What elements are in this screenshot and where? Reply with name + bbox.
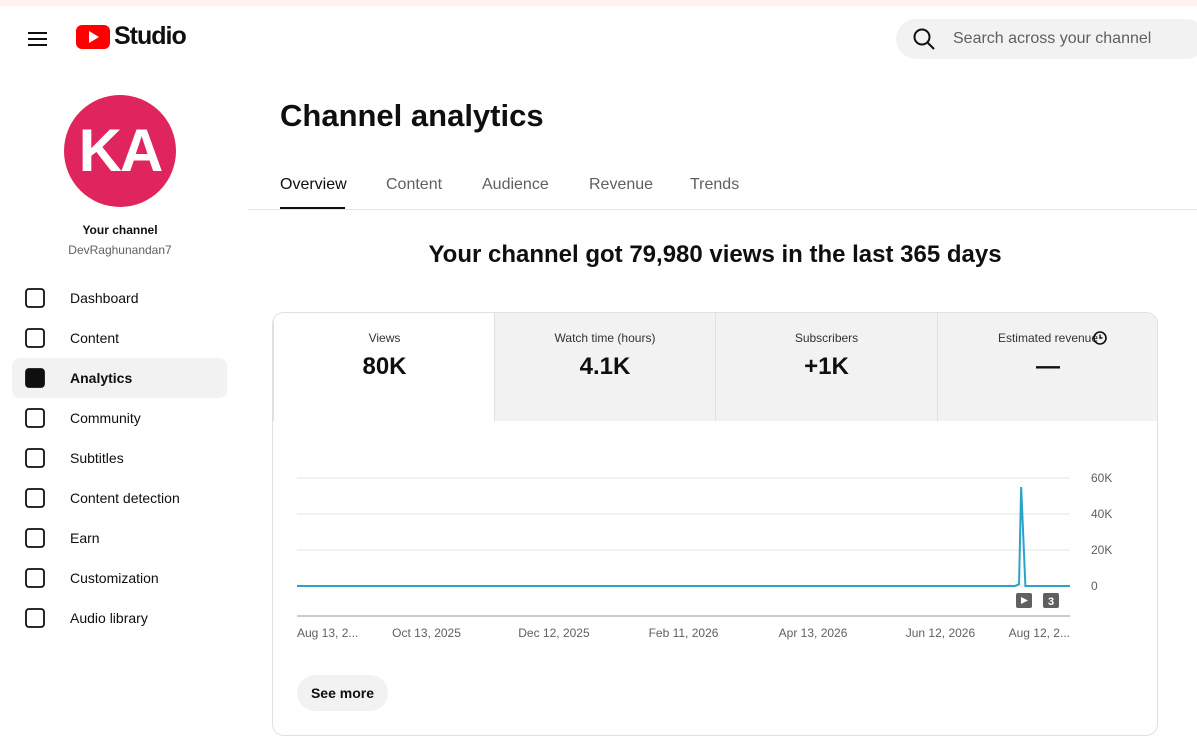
icon-shape bbox=[25, 328, 45, 348]
search-placeholder[interactable]: Search across your channel bbox=[953, 30, 1152, 47]
icon-shape bbox=[25, 408, 45, 428]
divider bbox=[248, 209, 1197, 210]
nav-label: Community bbox=[70, 410, 141, 426]
video-marker-icon bbox=[1021, 597, 1028, 604]
metric-value: +1K bbox=[804, 353, 849, 380]
views-line bbox=[297, 486, 1070, 587]
nav-icon bbox=[25, 448, 45, 468]
icon-shape bbox=[25, 288, 45, 308]
nav-item[interactable]: Community bbox=[12, 398, 227, 438]
x-tick-label: Dec 12, 2025 bbox=[518, 626, 590, 640]
channel-name: DevRaghunandan7 bbox=[68, 243, 172, 257]
tab-indicator bbox=[280, 207, 345, 210]
metric-tab[interactable]: Estimated revenue — bbox=[936, 313, 1157, 421]
menu-button[interactable] bbox=[28, 30, 48, 48]
nav-icon bbox=[25, 608, 45, 628]
analytics-card: 0 20K 40K 60K Aug 13, 2... Oct 13, 2025 Dec 12… bbox=[272, 312, 1158, 736]
x-tick-label: Jun 12, 2026 bbox=[906, 626, 976, 640]
count-marker-label: 3 bbox=[1048, 596, 1054, 608]
see-more-button[interactable]: See more bbox=[297, 675, 388, 711]
nav-icon bbox=[25, 328, 45, 348]
metric-tab[interactable]: Views 80K bbox=[273, 313, 495, 421]
nav-item[interactable]: Content bbox=[12, 318, 227, 358]
y-tick-label: 0 bbox=[1091, 579, 1098, 593]
nav-item[interactable]: Content detection bbox=[12, 478, 227, 518]
channel-label: Your channel bbox=[82, 223, 158, 237]
chart: 0 20K 40K 60K Aug 13, 2... Oct 13, 2025 Dec 12… bbox=[297, 471, 1112, 640]
nav-item[interactable]: Subtitles bbox=[12, 438, 227, 478]
icon-shape bbox=[25, 528, 45, 548]
info-icon bbox=[1093, 331, 1107, 345]
nav-label: Content bbox=[70, 330, 120, 346]
nav-label: Analytics bbox=[70, 370, 133, 386]
metric-label: Watch time (hours) bbox=[554, 331, 656, 345]
top-strip bbox=[0, 0, 1197, 6]
icon-shape bbox=[25, 568, 45, 588]
y-tick-label: 40K bbox=[1091, 507, 1112, 521]
search-icon[interactable] bbox=[913, 28, 935, 50]
metric-label: Subscribers bbox=[794, 331, 859, 345]
x-tick-label: Oct 13, 2025 bbox=[392, 626, 461, 640]
nav-item[interactable]: Customization bbox=[12, 558, 227, 598]
nav-label: Audio library bbox=[70, 610, 148, 626]
metric-value: 4.1K bbox=[579, 353, 631, 380]
x-tick-label: Feb 11, 2026 bbox=[649, 626, 719, 640]
nav-label: Subtitles bbox=[70, 450, 124, 466]
nav-label: Earn bbox=[70, 530, 100, 546]
nav-icon bbox=[25, 528, 45, 548]
logo-icon[interactable] bbox=[76, 25, 112, 49]
x-tick-label: Apr 13, 2026 bbox=[779, 626, 848, 640]
nav-label: Customization bbox=[70, 570, 159, 586]
metric-value: 80K bbox=[362, 353, 407, 380]
tab[interactable]: Content bbox=[386, 176, 443, 193]
nav-icon bbox=[25, 488, 45, 508]
x-tick-label: Aug 12, 2... bbox=[1009, 626, 1070, 640]
avatar[interactable]: KA bbox=[64, 95, 176, 207]
metric-value: — bbox=[1036, 353, 1060, 380]
nav-item[interactable]: Analytics bbox=[12, 358, 227, 398]
metric-label: Estimated revenue bbox=[997, 331, 1099, 345]
page-title: Channel analytics bbox=[280, 98, 544, 133]
tab[interactable]: Overview bbox=[280, 176, 347, 193]
nav-icon bbox=[25, 368, 45, 388]
nav-label: Content detection bbox=[70, 490, 180, 506]
nav-icon bbox=[25, 568, 45, 588]
tab[interactable]: Trends bbox=[690, 176, 740, 193]
count-marker[interactable] bbox=[1043, 593, 1059, 608]
nav-item[interactable]: Dashboard bbox=[12, 278, 227, 318]
icon-shape bbox=[1099, 334, 1103, 339]
nav-icon bbox=[25, 408, 45, 428]
icon-shape bbox=[25, 368, 45, 388]
metric-tab[interactable]: Watch time (hours) 4.1K bbox=[493, 313, 716, 421]
x-tick-label: Aug 13, 2... bbox=[297, 626, 358, 640]
nav-icon bbox=[25, 288, 45, 308]
nav-item[interactable]: Earn bbox=[12, 518, 227, 558]
nav-label: Dashboard bbox=[70, 290, 139, 306]
nav-item[interactable]: Audio library bbox=[12, 598, 227, 638]
y-tick-label: 20K bbox=[1091, 543, 1112, 557]
logo-text[interactable]: Studio bbox=[114, 22, 187, 50]
y-tick-label: 60K bbox=[1091, 471, 1112, 485]
icon-shape bbox=[25, 488, 45, 508]
metric-tab[interactable]: Subscribers +1K bbox=[715, 313, 937, 421]
tab[interactable]: Revenue bbox=[589, 176, 654, 193]
headline: Your channel got 79,980 views in the las… bbox=[428, 241, 1002, 268]
icon-shape bbox=[1093, 331, 1107, 345]
icon-shape bbox=[25, 448, 45, 468]
metric-label: Views bbox=[368, 331, 401, 345]
search-box[interactable] bbox=[896, 19, 1197, 59]
icon-shape bbox=[25, 608, 45, 628]
tab[interactable]: Audience bbox=[482, 176, 549, 193]
